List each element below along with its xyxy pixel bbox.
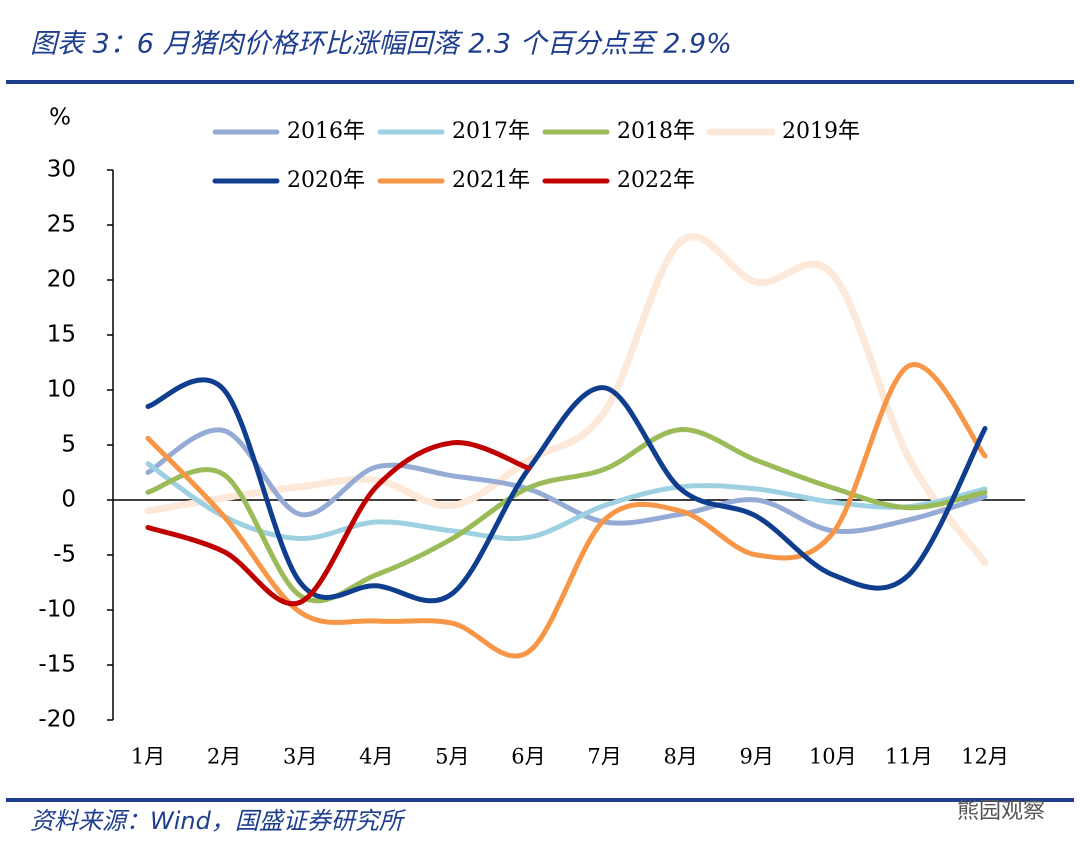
y-tick-label: 0 xyxy=(61,487,76,513)
legend-label: 2020年 xyxy=(287,168,365,193)
y-tick-label: 30 xyxy=(47,157,76,183)
y-tick-label: 10 xyxy=(47,377,76,403)
x-tick-label: 8月 xyxy=(663,745,697,769)
chart-title: 图表 3：6 月猪肉价格环比涨幅回落 2.3 个百分点至 2.9% xyxy=(30,29,732,60)
y-tick-label: -20 xyxy=(38,707,76,733)
x-tick-label: 1月 xyxy=(131,745,165,769)
x-tick-label: 6月 xyxy=(511,745,545,769)
x-tick-label: 12月 xyxy=(961,745,1009,769)
x-tick-label: 4月 xyxy=(359,745,393,769)
y-tick-label: -5 xyxy=(53,542,76,568)
x-tick-label: 10月 xyxy=(809,745,857,769)
y-tick-label: 25 xyxy=(47,212,76,238)
legend-label: 2018年 xyxy=(617,119,695,144)
x-tick-label: 3月 xyxy=(283,745,317,769)
series-line xyxy=(145,362,988,659)
legend-label: 2017年 xyxy=(452,119,530,144)
source: 资料来源：Wind，国盛证券研究所 xyxy=(30,807,407,835)
y-tick-label: -15 xyxy=(38,652,76,678)
bottom-rule xyxy=(6,798,1074,802)
x-tick-label: 11月 xyxy=(885,745,933,769)
x-tick-label: 5月 xyxy=(435,745,469,769)
series-line xyxy=(145,461,988,542)
legend-label: 2021年 xyxy=(452,168,530,193)
y-tick-label: 15 xyxy=(47,322,76,348)
legend-label: 2022年 xyxy=(617,168,695,193)
series-line xyxy=(145,427,988,604)
y-tick-label: -10 xyxy=(38,597,76,623)
series-line xyxy=(145,440,531,607)
legend-label: 2016年 xyxy=(287,119,365,144)
series-line xyxy=(144,233,989,567)
y-tick-label: 20 xyxy=(47,267,76,293)
y-axis-label: % xyxy=(49,105,71,131)
y-tick-label: 5 xyxy=(61,432,76,458)
series-line xyxy=(145,377,988,604)
top-rule xyxy=(6,80,1074,84)
x-tick-label: 7月 xyxy=(587,745,621,769)
x-tick-label: 2月 xyxy=(207,745,241,769)
legend-label: 2019年 xyxy=(782,119,860,144)
watermark: 熊园观察 xyxy=(957,799,1045,824)
x-tick-label: 9月 xyxy=(740,745,774,769)
